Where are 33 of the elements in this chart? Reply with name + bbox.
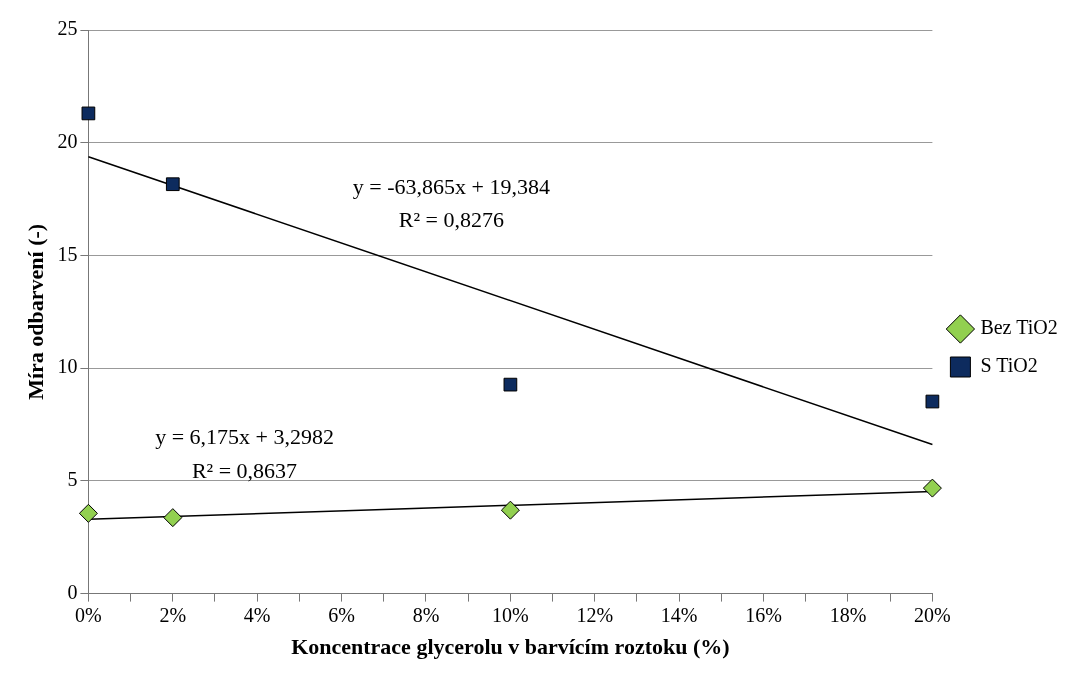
x-axis-title: Koncentrace glycerolu v barvícím roztoku (%) <box>291 634 730 660</box>
annotation: y = 6,175x + 3,2982 <box>155 424 334 450</box>
x-tick-label: 10% <box>492 603 529 626</box>
annotation: R² = 0,8637 <box>191 458 298 484</box>
x-tick-label: 6% <box>328 603 355 626</box>
legend-label: Bez TiO2 <box>980 316 1058 339</box>
point <box>925 394 940 409</box>
x-tick-label: 16% <box>745 603 782 626</box>
y-tick-label: 25 <box>57 17 78 40</box>
point <box>165 177 180 192</box>
y-tick-label: 5 <box>67 468 78 491</box>
y-axis-title: Míra odbarvení (-) <box>22 223 48 400</box>
x-tick-label: 8% <box>412 603 440 626</box>
point <box>922 478 942 498</box>
annotation: R² = 0,8276 <box>398 207 504 233</box>
point <box>500 500 520 520</box>
y-tick-label: 0 <box>67 580 78 603</box>
x-tick-label: 14% <box>660 603 698 626</box>
legend-label: S TiO2 <box>980 354 1038 377</box>
x-tick-label: 20% <box>914 603 951 626</box>
y-tick-label: 10 <box>57 355 78 378</box>
point <box>163 508 183 528</box>
x-tick-label: 12% <box>576 603 614 626</box>
x-tick-label: 2% <box>159 603 187 626</box>
y-tick-label: 15 <box>57 242 78 265</box>
x-tick-label: 4% <box>243 603 271 626</box>
point <box>78 503 98 523</box>
y-tick-label: 20 <box>57 129 78 152</box>
point <box>503 377 518 392</box>
point <box>81 106 96 121</box>
x-tick-label: 0% <box>75 603 102 626</box>
x-tick-label: 18% <box>829 603 867 626</box>
annotation: y = -63,865x + 19,384 <box>352 173 550 199</box>
